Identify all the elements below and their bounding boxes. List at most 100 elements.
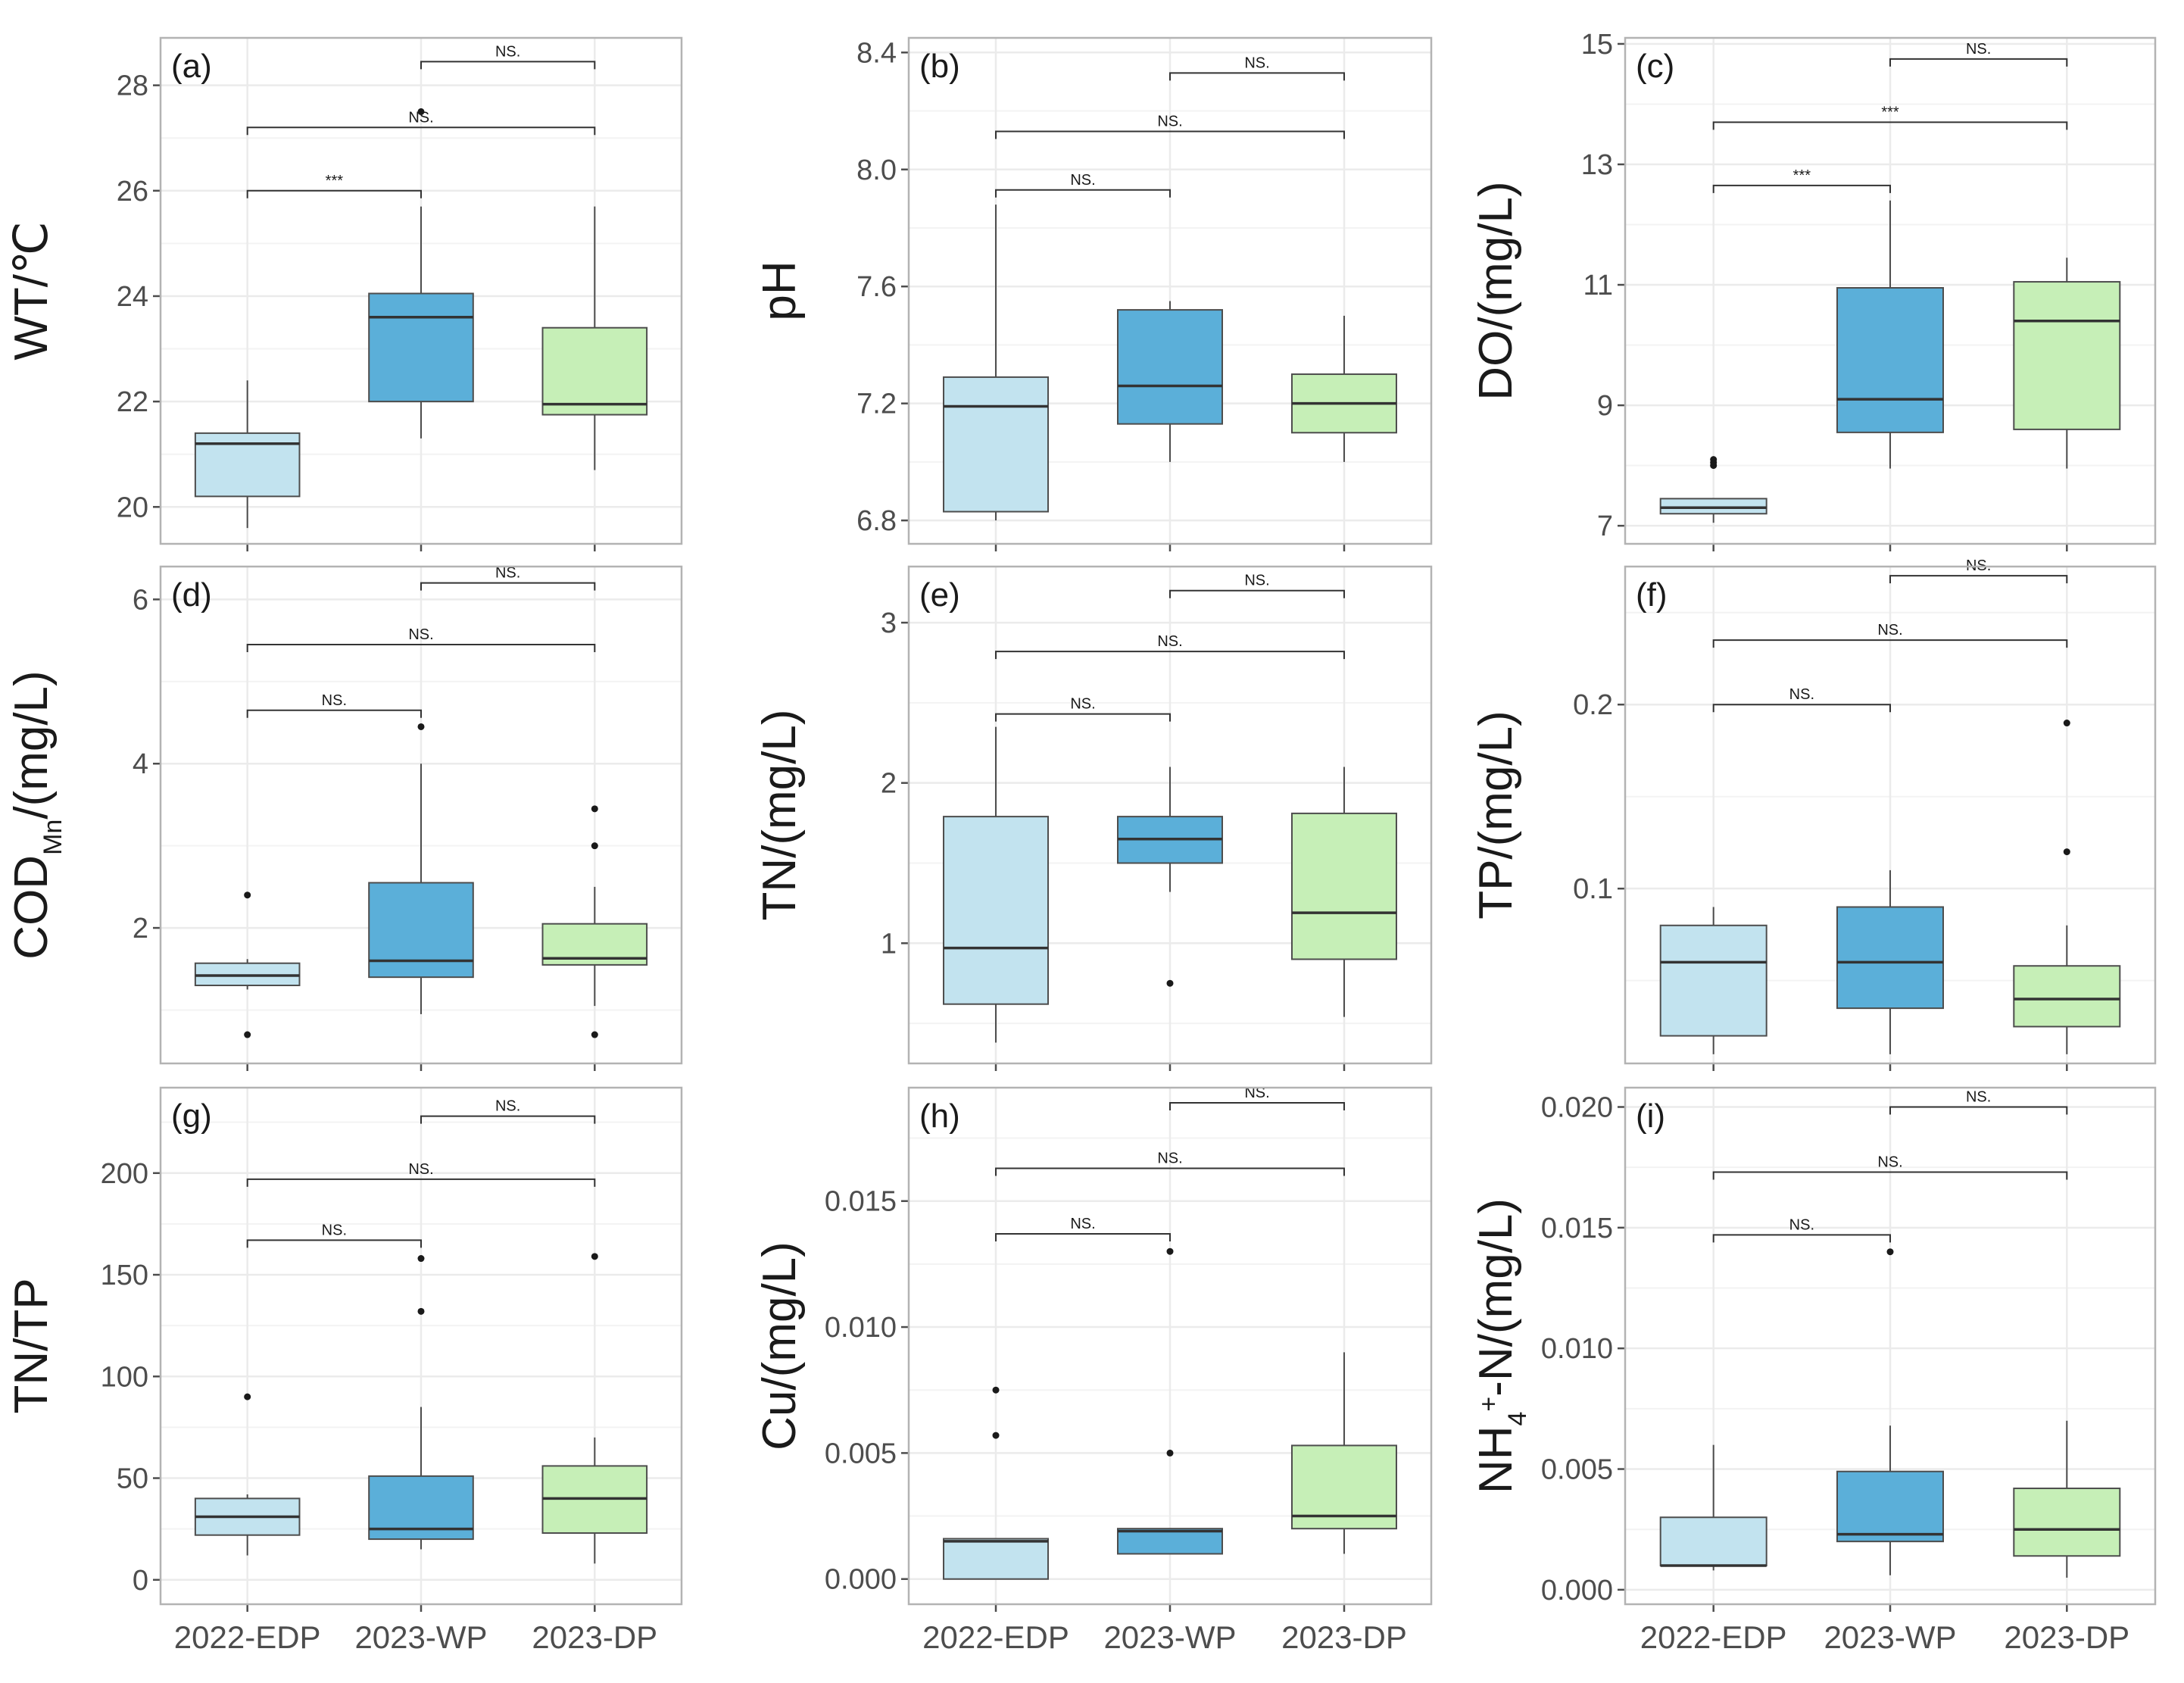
significance-label: NS. <box>408 109 433 126</box>
outlier-point <box>417 723 425 730</box>
box-iqr <box>1836 906 1944 1010</box>
panel-border <box>159 565 683 1065</box>
significance-bracket: NS. <box>246 109 596 136</box>
y-axis-title-subscript: 4 <box>1503 1412 1532 1426</box>
box-2023-WP <box>368 1255 474 1550</box>
box-2022-EDP <box>194 380 301 529</box>
significance-bracket: NS. <box>246 1222 422 1248</box>
y-tick-label: 0.020 <box>1541 1091 1613 1123</box>
panel-d: 2 4 6 NS. NS. NS. (d) CODMn/(mg/L) <box>5 565 683 1071</box>
significance-label: NS. <box>1070 172 1095 189</box>
bracket-line <box>995 1167 1345 1176</box>
box-2023-DP <box>1290 1352 1397 1554</box>
significance-label: NS. <box>495 1098 520 1115</box>
significance-label: NS. <box>1157 633 1182 650</box>
significance-bracket: NS. <box>1712 622 2068 648</box>
significance-label: *** <box>1793 167 1811 184</box>
bracket-line <box>1169 589 1345 598</box>
y-tick-label: 50 <box>117 1463 148 1495</box>
significance-bracket: NS. <box>1169 55 1345 81</box>
y-tick-label: 15 <box>1581 29 1613 61</box>
panel-e: 1 2 3 NS. NS. NS. (e) TN/(mg/L) <box>753 565 1433 1071</box>
bracket-line <box>246 1239 422 1248</box>
box-2023-DP <box>1290 315 1397 462</box>
outlier-point <box>1166 1247 1174 1255</box>
outlier-point <box>1166 1449 1174 1457</box>
significance-label: NS. <box>1966 41 1991 58</box>
panel-c: 7 9 11 13 15 *** *** NS. (c) DO/(mg/L) <box>1470 29 2157 551</box>
significance-bracket: NS. <box>995 172 1171 198</box>
significance-label: *** <box>1881 104 1899 120</box>
significance-bracket: *** <box>1712 167 1891 193</box>
box-iqr <box>368 292 474 403</box>
significance-bracket: NS. <box>995 114 1345 139</box>
significance-bracket: NS. <box>1889 1088 2068 1115</box>
box-iqr <box>1117 309 1223 425</box>
box-2022-EDP <box>1659 456 1767 523</box>
y-axis-title: TN/(mg/L) <box>753 710 806 921</box>
panel-letter: (g) <box>171 1098 212 1135</box>
panel-letter: (e) <box>919 576 960 614</box>
panel-border <box>907 565 1433 1065</box>
y-axis-title-tail: -N/(mg/L) <box>1470 1198 1522 1397</box>
significance-label: NS. <box>408 626 433 643</box>
panel-border <box>1624 36 2157 545</box>
significance-label: NS. <box>1966 1088 1991 1105</box>
y-tick-label: 7.2 <box>856 389 897 420</box>
significance-bracket: NS. <box>1712 1216 1891 1243</box>
box-iqr <box>1836 287 1944 433</box>
significance-bracket: *** <box>246 173 422 198</box>
y-tick-label: 0.000 <box>825 1564 897 1596</box>
y-axis-title: TP/(mg/L) <box>1470 710 1522 920</box>
y-tick-label: 2 <box>133 913 148 945</box>
significance-label: NS. <box>1877 1154 1902 1171</box>
significance-label: NS. <box>1157 1150 1182 1166</box>
significance-bracket: NS. <box>995 1150 1345 1176</box>
bracket-line <box>1169 1101 1345 1110</box>
significance-label: NS. <box>322 692 347 709</box>
panel-border <box>159 36 683 545</box>
y-tick-label: 20 <box>117 492 148 523</box>
y-tick-label: 7.6 <box>856 271 897 303</box>
bracket-line <box>420 1115 596 1124</box>
x-tick-label: 2023-DP <box>532 1619 657 1655</box>
significance-bracket: NS. <box>420 43 596 70</box>
y-axis-title-main: NH <box>1470 1426 1522 1494</box>
panel-h: 0.000 0.005 0.010 0.015 2022-EDP 2023-WP 2023-… <box>753 1085 1433 1655</box>
significance-label: NS. <box>1789 1216 1814 1233</box>
box-2023-DP <box>541 1253 648 1564</box>
box-2023-DP <box>541 805 648 1038</box>
box-2022-EDP <box>943 205 1050 521</box>
y-tick-label: 6.8 <box>856 505 897 537</box>
significance-bracket: NS. <box>246 1161 596 1187</box>
box-2022-EDP <box>943 726 1050 1043</box>
bracket-line <box>995 1232 1171 1241</box>
y-tick-label: 3 <box>881 607 897 639</box>
significance-bracket: NS. <box>420 565 596 591</box>
bracket-line <box>246 644 596 653</box>
y-tick-label: 150 <box>101 1260 148 1291</box>
significance-label: NS. <box>322 1222 347 1238</box>
panel-letter: (a) <box>171 48 212 85</box>
box-2023-WP <box>1836 200 1944 469</box>
y-tick-label: 0.1 <box>1573 873 1613 905</box>
outlier-point <box>1166 979 1174 987</box>
box-iqr <box>2013 281 2121 430</box>
y-tick-label: 0.015 <box>1541 1213 1613 1244</box>
outlier-point <box>417 1307 425 1315</box>
outlier-point <box>591 1031 598 1038</box>
box-2022-EDP <box>194 1393 301 1556</box>
outlier-point <box>591 805 598 813</box>
bracket-line <box>246 709 422 718</box>
significance-bracket: NS. <box>1889 41 2068 67</box>
bracket-line <box>1169 72 1345 81</box>
y-tick-label: 22 <box>117 386 148 418</box>
significance-label: *** <box>326 173 344 189</box>
outlier-point <box>417 108 425 115</box>
box-2023-DP <box>2013 1420 2121 1578</box>
significance-bracket: NS. <box>995 1216 1171 1241</box>
bracket-line <box>1889 1106 2068 1115</box>
bracket-line <box>1889 58 2068 67</box>
y-tick-label: 4 <box>133 748 148 780</box>
